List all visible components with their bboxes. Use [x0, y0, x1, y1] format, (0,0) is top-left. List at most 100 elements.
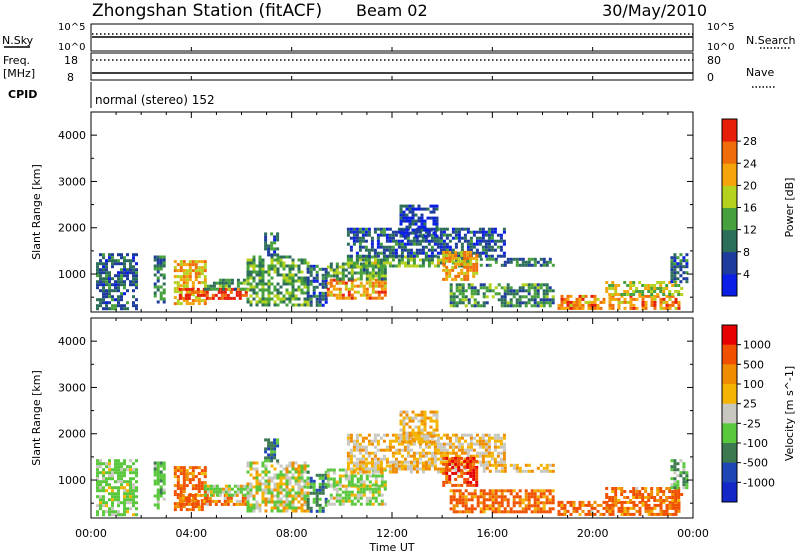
range-cell: [288, 503, 292, 507]
range-cell: [608, 499, 612, 502]
range-cell: [123, 489, 126, 493]
range-cell: [478, 239, 482, 243]
range-cell: [451, 456, 455, 460]
range-cell: [371, 471, 375, 475]
range-cell: [500, 304, 504, 308]
range-cell: [108, 477, 111, 481]
range-cell: [270, 500, 274, 504]
range-cell: [496, 436, 500, 440]
range-cell: [185, 272, 189, 276]
colorbar-tick-label: 12: [743, 224, 757, 237]
range-cell: [352, 454, 356, 458]
range-cell: [200, 499, 204, 503]
range-cell: [423, 228, 427, 232]
range-cell: [670, 268, 674, 272]
y-tick-label: 2000: [58, 428, 86, 441]
range-cell: [472, 256, 476, 260]
range-cell: [605, 281, 609, 284]
range-cell: [300, 261, 304, 265]
range-cell: [162, 467, 166, 471]
range-cell: [506, 286, 510, 290]
range-cell: [258, 488, 262, 492]
range-cell: [221, 278, 225, 282]
range-cell: [433, 460, 437, 464]
range-cell: [179, 278, 183, 282]
range-cell: [379, 460, 383, 464]
range-cell: [466, 274, 470, 278]
range-cell: [362, 487, 366, 491]
range-cell: [235, 293, 239, 297]
range-cell: [406, 442, 410, 446]
range-cell: [406, 261, 410, 265]
range-cell: [496, 245, 500, 249]
range-cell: [123, 265, 126, 269]
range-cell: [367, 227, 371, 231]
range-cell: [647, 284, 651, 287]
range-cell: [179, 263, 183, 267]
range-cell: [608, 300, 612, 304]
colorbar-tick-label: 24: [743, 157, 757, 170]
range-cell: [650, 509, 654, 513]
range-cell: [273, 473, 277, 477]
range-cell: [185, 508, 189, 512]
range-cell: [297, 297, 301, 301]
range-cell: [491, 504, 495, 508]
range-cell: [182, 487, 186, 491]
range-cell: [676, 256, 680, 260]
range-cell: [188, 472, 192, 476]
range-cell: [249, 264, 253, 268]
range-cell: [665, 294, 669, 298]
range-cell: [614, 487, 618, 490]
range-cell: [524, 498, 528, 502]
range-cell: [215, 490, 219, 494]
range-cell: [135, 268, 138, 272]
range-cell: [530, 304, 534, 308]
range-cell: [326, 471, 330, 475]
range-cell: [539, 507, 543, 511]
range-cell: [641, 503, 645, 507]
range-cell: [349, 451, 353, 455]
range-cell: [218, 493, 222, 497]
range-cell: [202, 293, 206, 297]
range-cell: [439, 239, 443, 243]
range-cell: [362, 262, 366, 266]
range-cell: [188, 481, 192, 485]
range-cell: [659, 509, 663, 513]
range-cell: [466, 483, 470, 487]
range-cell: [108, 459, 111, 463]
colorbar-swatch: [722, 462, 737, 483]
range-cell: [673, 277, 677, 281]
range-cell: [273, 250, 277, 254]
range-cell: [153, 264, 157, 268]
range-cell: [548, 304, 552, 308]
range-cell: [346, 261, 350, 265]
range-cell: [454, 436, 458, 440]
range-cell: [518, 504, 522, 508]
range-cell: [99, 471, 102, 475]
range-cell: [542, 289, 546, 293]
range-cell: [536, 283, 540, 287]
range-cell: [376, 258, 380, 262]
range-cell: [346, 457, 350, 461]
range-cell: [417, 434, 421, 438]
range-cell: [512, 504, 516, 508]
range-cell: [221, 490, 225, 494]
range-cell: [297, 476, 301, 480]
data-region: [153, 255, 166, 304]
range-cell: [388, 445, 392, 449]
range-cell: [376, 448, 380, 452]
range-cell: [276, 297, 280, 301]
range-cell: [484, 239, 488, 243]
range-cell: [338, 474, 342, 478]
range-cell: [593, 512, 597, 516]
range-cell: [623, 506, 627, 510]
range-cell: [270, 253, 274, 257]
range-cell: [276, 476, 280, 480]
nave-label: Nave: [746, 66, 774, 79]
range-cell: [472, 251, 476, 255]
range-cell: [494, 501, 498, 505]
range-cell: [358, 230, 362, 234]
range-cell: [123, 462, 126, 466]
range-cell: [371, 296, 375, 300]
